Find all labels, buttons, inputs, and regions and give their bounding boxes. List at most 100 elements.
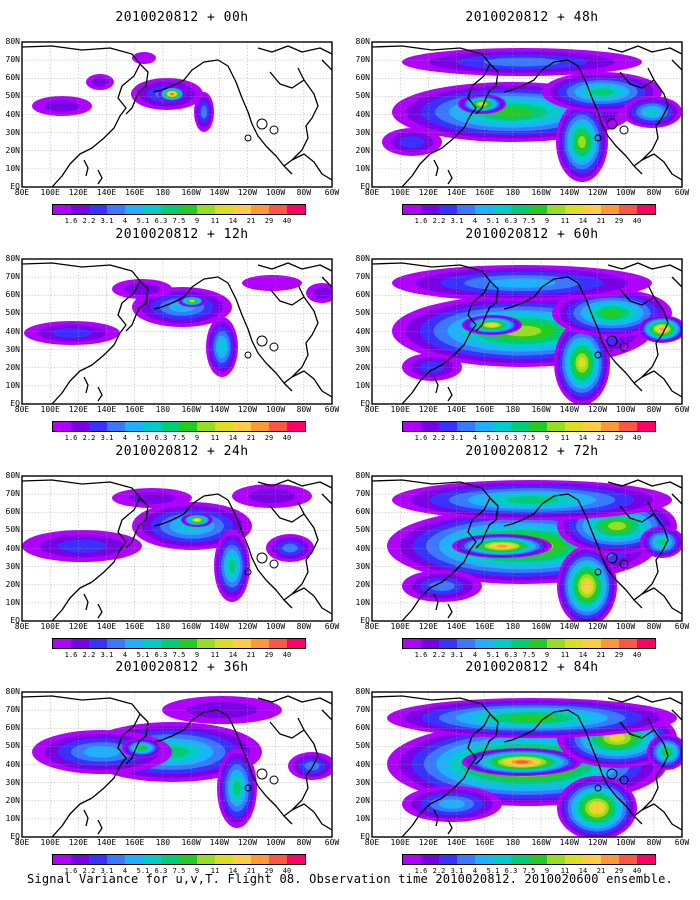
lat-label: 70N bbox=[355, 489, 370, 499]
coastline bbox=[372, 45, 491, 187]
colorbar-level-label: 4 bbox=[472, 434, 478, 442]
colorbar-swatch bbox=[511, 639, 529, 648]
coastline bbox=[171, 276, 293, 392]
lon-label: 160E bbox=[125, 188, 145, 197]
colorbar-level-label: 11 bbox=[210, 867, 220, 875]
panel-title: 2010020812 + 36h bbox=[115, 660, 249, 675]
colorbar-swatch bbox=[287, 639, 305, 648]
lon-label: 160W bbox=[531, 838, 551, 847]
colorbar-level-label: 9 bbox=[544, 217, 550, 225]
lat-label: EQ bbox=[10, 182, 20, 191]
variance-contour bbox=[578, 357, 586, 369]
variance-contour bbox=[304, 761, 320, 771]
coastline bbox=[372, 479, 491, 621]
coastline bbox=[269, 717, 305, 739]
colorbar-level-label: 9 bbox=[544, 651, 550, 659]
variance-contour bbox=[608, 734, 626, 742]
lon-label: 100W bbox=[615, 405, 636, 414]
colorbar-level-label: 1.6 bbox=[64, 217, 78, 225]
colorbar-swatch bbox=[269, 855, 287, 864]
panel-title: 2010020812 + 00h bbox=[115, 10, 249, 25]
colorbar-level-label: 11 bbox=[560, 651, 570, 659]
coastline bbox=[97, 169, 103, 185]
colorbar-level-label: 40 bbox=[282, 867, 292, 875]
colorbar-level-label: 7.5 bbox=[172, 217, 186, 225]
coastline bbox=[503, 519, 523, 527]
variance-contour bbox=[439, 799, 465, 809]
coastline bbox=[633, 729, 669, 817]
colorbar-level-label: 5.1 bbox=[136, 651, 150, 659]
colorbar-level-label: 29 bbox=[614, 217, 624, 225]
colorbar-swatch bbox=[511, 422, 529, 431]
lon-label: 140W bbox=[209, 622, 229, 631]
colorbar-swatch bbox=[161, 639, 179, 648]
lon-label: 120W bbox=[237, 405, 258, 414]
lon-label: 80E bbox=[14, 188, 30, 197]
colorbar-level-label: 6.3 bbox=[504, 217, 518, 225]
lon-label: 120E bbox=[418, 622, 438, 631]
colorbar-swatch bbox=[215, 205, 233, 214]
colorbar-level-label: 3.1 bbox=[450, 651, 464, 659]
variance-contour bbox=[170, 93, 174, 95]
lat-label: 80N bbox=[355, 254, 370, 263]
variance-contour bbox=[429, 580, 455, 592]
coastline bbox=[433, 376, 439, 394]
lon-label: 80E bbox=[364, 188, 380, 197]
colorbar-level-label: 7.5 bbox=[522, 217, 536, 225]
colorbar-level-label: 6.3 bbox=[154, 867, 168, 875]
lat-label: 50N bbox=[5, 308, 20, 318]
colorbar-swatch bbox=[475, 422, 493, 431]
colorbar-swatch bbox=[197, 855, 215, 864]
colorbar-level-label: 3.1 bbox=[100, 651, 114, 659]
lon-label: 100W bbox=[265, 622, 286, 631]
coastline bbox=[433, 593, 439, 611]
coastline bbox=[257, 695, 332, 705]
lat-label: 50N bbox=[5, 741, 20, 751]
lat-label: 30N bbox=[5, 777, 20, 787]
lon-label: 120E bbox=[68, 188, 88, 197]
lon-label: 100E bbox=[390, 622, 410, 631]
variance-map bbox=[371, 41, 683, 188]
colorbar-swatch bbox=[601, 422, 619, 431]
coastline bbox=[521, 59, 643, 175]
colorbar-level-label: 14 bbox=[578, 217, 588, 225]
coastline bbox=[291, 803, 332, 831]
lon-label: 160W bbox=[181, 405, 201, 414]
colorbar-level-label: 11 bbox=[560, 867, 570, 875]
coastline bbox=[22, 45, 141, 187]
colorbar-swatch bbox=[215, 639, 233, 648]
lat-label: 60N bbox=[5, 290, 20, 300]
lon-label: 180 bbox=[505, 622, 521, 631]
lon-label: 160E bbox=[125, 838, 145, 847]
lat-label: 70N bbox=[5, 489, 20, 499]
colorbar bbox=[402, 854, 656, 865]
colorbar-swatch bbox=[493, 205, 511, 214]
lat-label: 60N bbox=[355, 507, 370, 517]
colorbar-swatch bbox=[565, 639, 583, 648]
lon-label: 60W bbox=[674, 838, 690, 847]
lat-label: EQ bbox=[360, 616, 370, 625]
colorbar bbox=[52, 204, 306, 215]
colorbar-swatch bbox=[403, 205, 421, 214]
colorbar-level-label: 14 bbox=[228, 217, 238, 225]
coastline bbox=[633, 79, 669, 167]
lat-label: 80N bbox=[5, 37, 20, 46]
lat-label: 40N bbox=[5, 326, 20, 336]
coastline bbox=[503, 85, 523, 93]
lat-label: 20N bbox=[5, 362, 20, 372]
panel-title: 2010020812 + 48h bbox=[465, 10, 599, 25]
lake-outline bbox=[594, 351, 602, 359]
colorbar-level-label: 14 bbox=[578, 867, 588, 875]
lon-label: 80W bbox=[296, 405, 312, 414]
lon-label: 60W bbox=[324, 838, 340, 847]
colorbar-swatch bbox=[107, 422, 125, 431]
colorbar-level-label: 21 bbox=[596, 867, 606, 875]
lat-label: 30N bbox=[355, 561, 370, 571]
lat-label: 80N bbox=[5, 254, 20, 263]
colorbar-swatch bbox=[143, 205, 161, 214]
lat-label: 10N bbox=[5, 380, 20, 390]
lake-outline bbox=[619, 559, 629, 569]
variance-contour bbox=[282, 543, 298, 553]
colorbar-swatch bbox=[439, 855, 457, 864]
colorbar-swatch bbox=[251, 639, 269, 648]
